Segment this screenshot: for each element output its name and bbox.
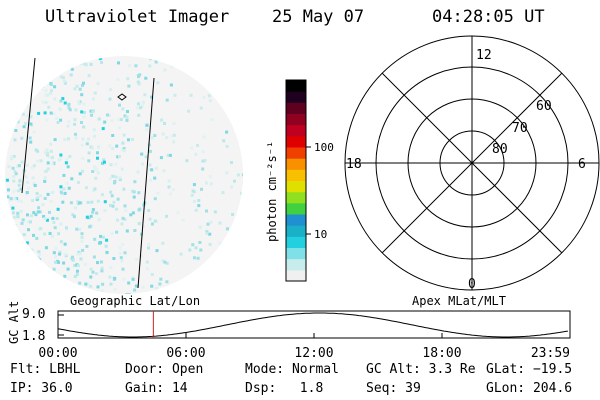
polar-label-0: 0 xyxy=(468,277,476,292)
polar-ring-label-80: 80 xyxy=(492,142,508,157)
colorbar-cell xyxy=(286,180,306,193)
altitude-y-tick-top: 9.0 xyxy=(22,307,45,322)
colorbar-cell xyxy=(286,214,306,226)
polar-grid xyxy=(344,35,600,291)
polar-label-12: 12 xyxy=(476,48,492,63)
instrument-title: Ultraviolet Imager xyxy=(45,7,230,27)
altitude-y-tick-bottom: 1.8 xyxy=(22,329,45,344)
polar-diagonal-2 xyxy=(381,72,563,254)
polar-label-18: 18 xyxy=(346,157,362,172)
colorbar-cell xyxy=(286,225,306,237)
x-tick-label: 23:59 xyxy=(531,346,570,361)
imager-disk-background xyxy=(5,56,243,294)
colorbar-cell xyxy=(286,102,306,114)
status-door: Door: Open xyxy=(125,362,204,377)
colorbar-cell xyxy=(286,269,306,282)
colorbar-cell xyxy=(286,258,306,271)
terminator-line-left xyxy=(21,57,36,194)
colorbar-unit-label: photon cm⁻²s⁻¹ xyxy=(265,141,279,242)
imager-disk xyxy=(5,56,243,294)
status-ip: IP: 36.0 xyxy=(10,381,73,396)
spacecraft-marker xyxy=(117,93,127,101)
x-tick-label: 00:00 xyxy=(38,346,77,361)
altitude-title-right: Apex MLat/MLT xyxy=(412,294,506,308)
colorbar-cell xyxy=(286,236,306,248)
status-filter: Flt: LBHL xyxy=(10,362,81,377)
colorbar-cell xyxy=(286,113,306,126)
polar-label-6: 6 xyxy=(578,157,586,172)
altitude-curve xyxy=(57,312,568,338)
colorbar: 100 10 xyxy=(285,79,334,282)
terminator-line-right xyxy=(137,77,155,289)
polar-ring-label-70: 70 xyxy=(512,121,528,136)
colorbar-cell xyxy=(286,91,306,103)
status-gain: Gain: 14 xyxy=(125,381,188,396)
colorbar-cell xyxy=(286,80,306,92)
status-seq: Seq: 39 xyxy=(366,381,421,396)
colorbar-cell xyxy=(286,158,306,170)
x-tick-label: 12:00 xyxy=(294,346,333,361)
altitude-plot xyxy=(57,310,571,339)
time-label: 04:28:05 UT xyxy=(432,7,545,27)
status-dsp: Dsp: 1.8 xyxy=(245,381,324,396)
status-mode: Mode: Normal xyxy=(245,362,339,377)
colorbar-frame xyxy=(285,79,307,282)
colorbar-cell xyxy=(286,124,306,137)
colorbar-cell xyxy=(286,247,306,260)
status-gc-alt: GC Alt: 3.3 Re xyxy=(366,362,476,377)
x-tick-label: 06:00 xyxy=(166,346,205,361)
colorbar-cell xyxy=(286,169,306,181)
colorbar-tick-label: 100 xyxy=(314,141,334,154)
colorbar-cell xyxy=(286,147,306,159)
colorbar-cell xyxy=(286,135,306,148)
x-tick-label: 18:00 xyxy=(422,346,461,361)
status-glon: GLon: 204.6 xyxy=(486,381,573,396)
status-glat: GLat: −19.5 xyxy=(486,362,573,377)
polar-ring-label-60: 60 xyxy=(536,99,552,114)
colorbar-cell xyxy=(286,191,306,204)
date-label: 25 May 07 xyxy=(272,7,365,27)
colorbar-tick-label: 10 xyxy=(314,228,327,241)
altitude-title-left: Geographic Lat/Lon xyxy=(70,294,200,308)
colorbar-cell xyxy=(286,202,306,215)
altitude-y-axis-label: GC Alt xyxy=(7,301,21,344)
